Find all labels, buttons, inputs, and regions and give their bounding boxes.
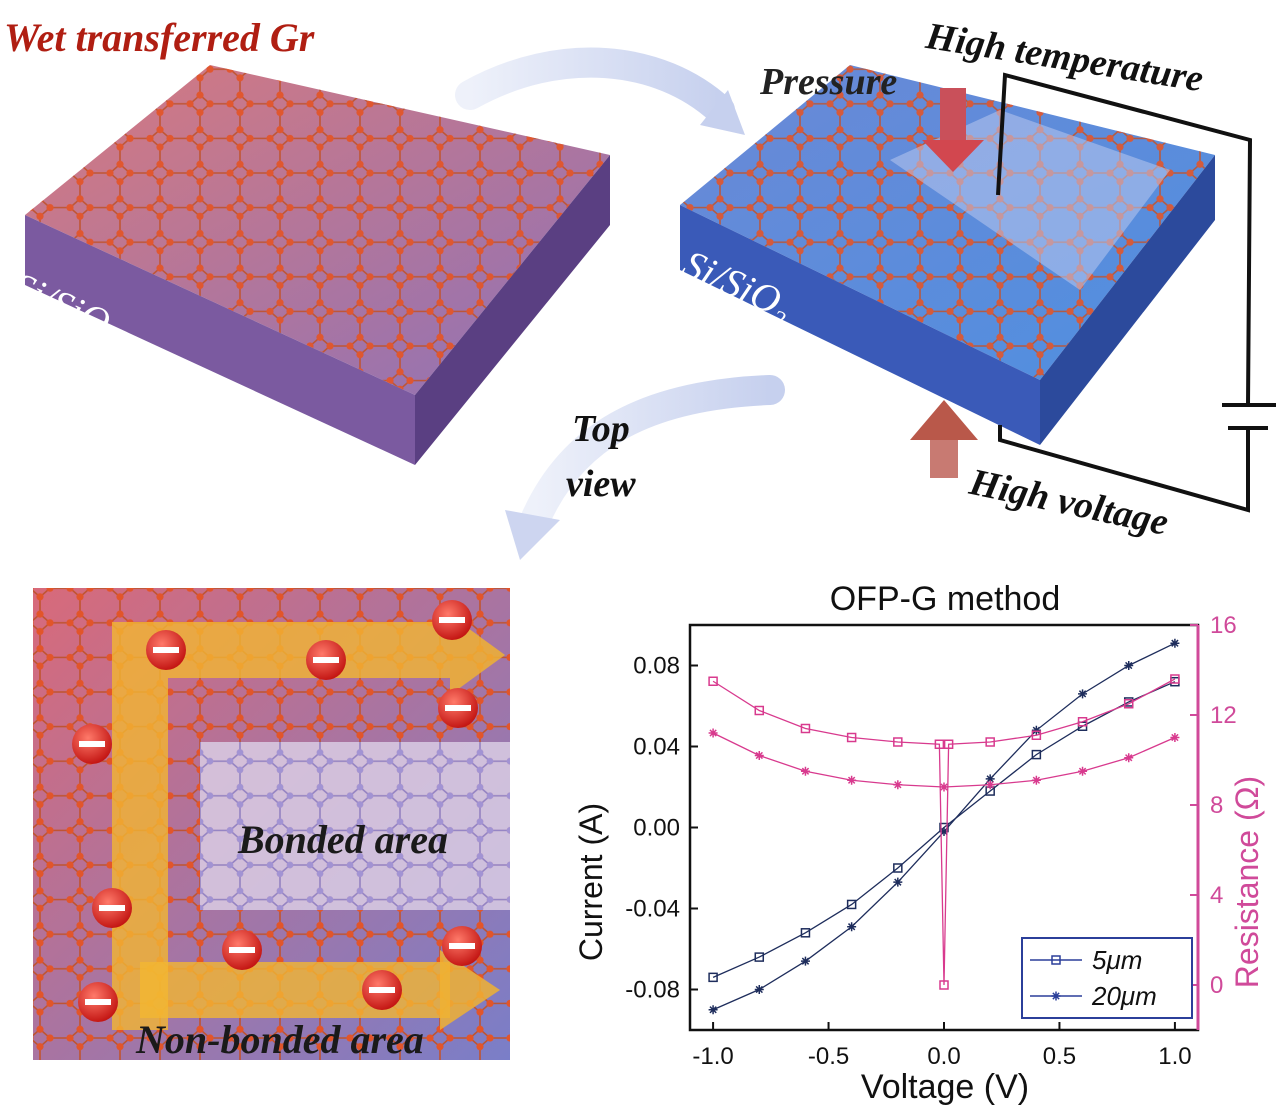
electron-icon [72,724,112,764]
data-point [1078,766,1088,776]
data-point [754,705,765,716]
y-tick-label-left: -0.04 [625,896,680,923]
electron-icon [78,982,118,1022]
y-tick-label-left: 0.00 [633,815,680,842]
ofpg-chart: OFP-G method Voltage (V) Current (A) Res… [573,580,1265,1106]
data-point [1123,699,1134,709]
data-point [1170,733,1180,742]
data-point [1170,674,1180,684]
data-point [939,782,949,792]
y-tick-label-right: 8 [1210,792,1223,819]
x-axis-label: Voltage (V) [861,1068,1029,1106]
data-point [754,985,764,994]
data-point [708,1005,718,1015]
wet-transferred-label: Wet transferred Gr [4,15,315,60]
y-tick-label-left: 0.08 [633,653,680,680]
data-point [1078,689,1088,699]
view-label: view [566,463,636,505]
data-point [934,739,945,749]
electron-icon [92,888,132,928]
y-tick-label-left: 0.04 [633,734,680,761]
right-substrate [680,65,1215,445]
legend-label: 5μm [1092,945,1142,975]
transfer-arrow [455,47,735,125]
non-bonded-area-label: Non-bonded area [136,1017,424,1062]
data-point [893,863,903,873]
data-point [893,737,903,747]
data-point [1077,717,1088,727]
top-view-arrow [520,375,785,535]
transfer-arrowhead [700,90,745,135]
y-tick-label-right: 4 [1210,882,1223,909]
electron-icon [442,926,482,966]
data-point [800,928,811,938]
data-point [708,728,718,738]
electron-icon [146,630,186,670]
top-view-arrowhead [505,510,560,560]
data-point [800,956,810,966]
y-tick-label-right: 16 [1210,612,1237,639]
data-point [1170,676,1180,687]
top-label: Top [572,408,630,450]
data-point [800,766,810,776]
x-tick-label: 0.5 [1043,1043,1076,1070]
electron-icon [362,970,402,1010]
legend-marker [1051,991,1061,1001]
pressure-arrow-up [910,400,978,478]
data-point [893,780,903,790]
left-substrate [25,65,610,465]
y-tick-label-left: -0.08 [625,977,680,1004]
data-point [985,737,995,747]
data-point [939,827,949,837]
chart-title: OFP-G method [830,580,1061,618]
electron-icon [306,640,346,680]
data-point [754,751,764,760]
pressure-label: Pressure [760,61,898,103]
data-point [708,972,718,983]
series-line [712,678,1176,986]
data-point [943,739,954,749]
x-tick-label: 0.0 [927,1043,960,1070]
data-point [847,775,857,785]
circuit-wire [996,72,1276,513]
data-point [1031,725,1041,735]
data-point [846,732,857,743]
x-tick-label: -0.5 [808,1043,849,1070]
data-point [800,723,811,734]
legend-marker [1051,955,1061,965]
y-axis-label-right: Resistance (Ω) [1229,776,1265,988]
data-point [754,952,765,962]
data-point [985,774,995,784]
electron-icon [222,930,262,970]
bonded-area-label: Bonded area [238,817,448,862]
y-tick-label-right: 12 [1210,702,1237,729]
top-view-panel [33,588,510,1060]
data-point [708,676,718,686]
data-point [893,877,903,887]
data-point [1124,753,1134,763]
y-tick-label-right: 0 [1210,972,1223,999]
data-point [985,780,995,790]
electron-icon [438,688,478,728]
data-point [1124,661,1134,670]
data-point [1031,749,1042,760]
data-point [847,922,857,932]
electron-icon [432,600,472,640]
x-tick-label: -1.0 [692,1043,733,1070]
legend-box [1021,937,1193,1019]
legend-label: 20μm [1091,981,1157,1011]
data-point [939,980,949,990]
pressure-arrow-down [922,88,984,172]
data-point [1031,730,1042,740]
data-point [1170,638,1180,648]
x-tick-label: 1.0 [1158,1043,1191,1070]
y-axis-label-left: Current (A) [573,803,609,961]
data-point [846,899,857,910]
data-point [1031,775,1041,785]
